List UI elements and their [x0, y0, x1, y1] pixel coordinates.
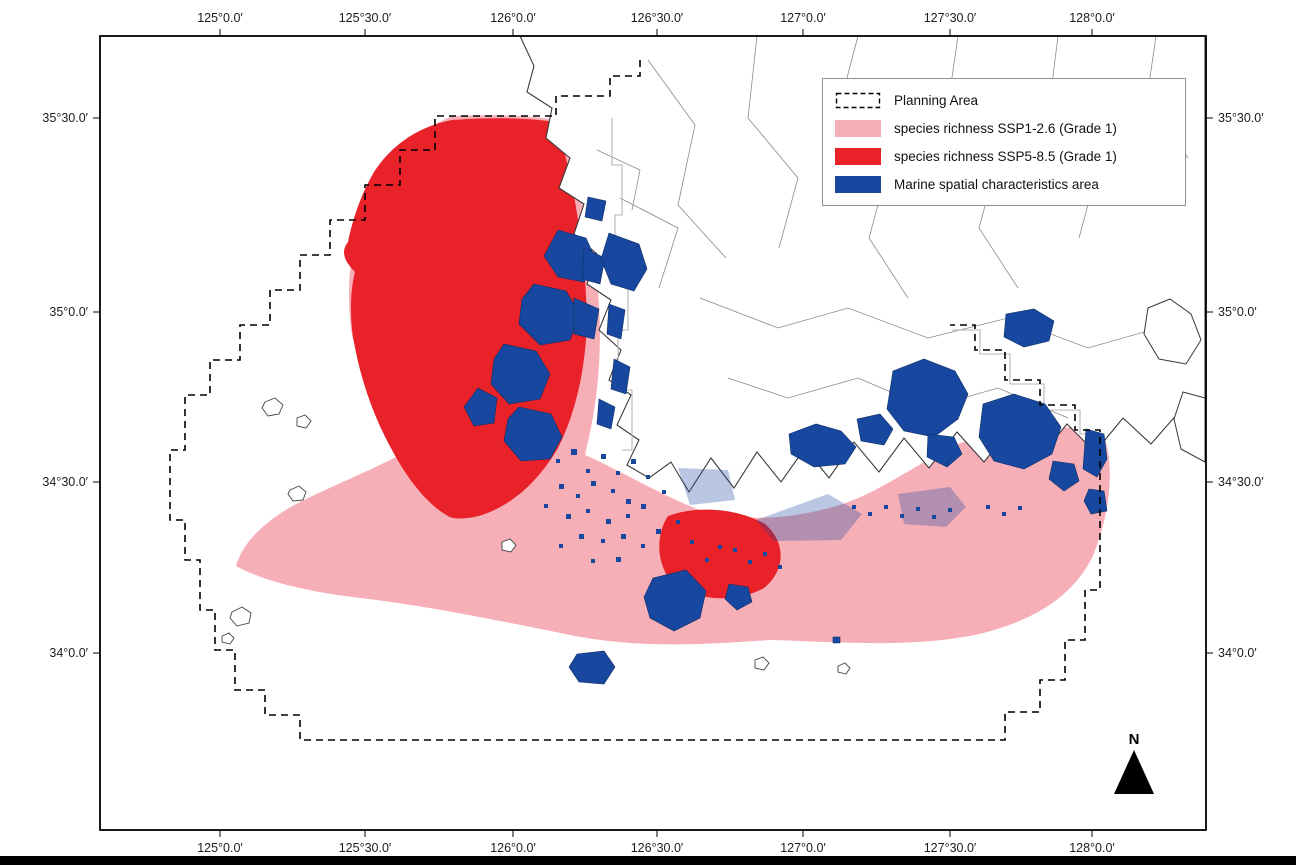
legend-label: Planning Area	[894, 92, 979, 108]
tick-label: 128°0.0′	[1069, 841, 1115, 855]
marine-hatched-zones	[678, 468, 966, 541]
map-frame	[99, 35, 1207, 831]
ssp1-swatch-icon	[835, 119, 881, 137]
north-arrow-label: N	[1129, 731, 1140, 748]
tick-label: 35°0.0′	[49, 305, 88, 319]
tick-label: 128°0.0′	[1069, 11, 1115, 25]
legend-label: Marine spatial characteristics area	[894, 176, 1099, 192]
legend-item-marine-area: Marine spatial characteristics area	[835, 170, 1173, 198]
legend-label: species richness SSP1-2.6 (Grade 1)	[894, 120, 1117, 136]
tick-label: 127°30.0′	[924, 841, 977, 855]
offshore-islands	[221, 86, 851, 675]
marine-area-swatch-icon	[835, 175, 881, 193]
tick-label: 125°30.0′	[339, 841, 392, 855]
tick-label: 35°0.0′	[1218, 305, 1257, 319]
tick-label: 126°30.0′	[631, 11, 684, 25]
legend-item-ssp1: species richness SSP1-2.6 (Grade 1)	[835, 114, 1173, 142]
tick-label: 127°30.0′	[924, 11, 977, 25]
tick-label: 125°0.0′	[197, 841, 243, 855]
tick-label: 126°0.0′	[490, 11, 536, 25]
bottom-divider	[0, 856, 1296, 865]
north-arrow-icon	[1114, 750, 1154, 794]
tick-marks	[93, 29, 1213, 837]
tick-label: 34°30.0′	[1218, 475, 1264, 489]
legend: Planning Area species richness SSP1-2.6 …	[822, 78, 1186, 206]
marine-spatial-areas	[463, 196, 1108, 685]
tick-label: 127°0.0′	[780, 841, 826, 855]
southeast-islands	[1143, 298, 1206, 463]
legend-label: species richness SSP5-8.5 (Grade 1)	[894, 148, 1117, 164]
ssp5-swatch-icon	[835, 147, 881, 165]
planning-area-swatch-icon	[835, 92, 881, 108]
planning-area-boundary	[169, 60, 1101, 741]
tick-label: 125°0.0′	[197, 11, 243, 25]
tick-label: 125°30.0′	[339, 11, 392, 25]
tick-label: 34°0.0′	[1218, 646, 1257, 660]
tick-label: 126°0.0′	[490, 841, 536, 855]
legend-item-ssp5: species richness SSP5-8.5 (Grade 1)	[835, 142, 1173, 170]
tick-label: 34°0.0′	[49, 646, 88, 660]
axis-labels: 125°0.0′ 125°30.0′ 126°0.0′ 126°30.0′ 12…	[42, 11, 1264, 855]
marine-speckle-field	[540, 445, 1022, 569]
tick-label: 34°30.0′	[42, 475, 88, 489]
tick-label: 35°30.0′	[1218, 111, 1264, 125]
legend-item-planning-area: Planning Area	[835, 86, 1173, 114]
tick-label: 35°30.0′	[42, 111, 88, 125]
tick-label: 126°30.0′	[631, 841, 684, 855]
north-arrow: N	[1114, 731, 1154, 794]
tick-label: 127°0.0′	[780, 11, 826, 25]
